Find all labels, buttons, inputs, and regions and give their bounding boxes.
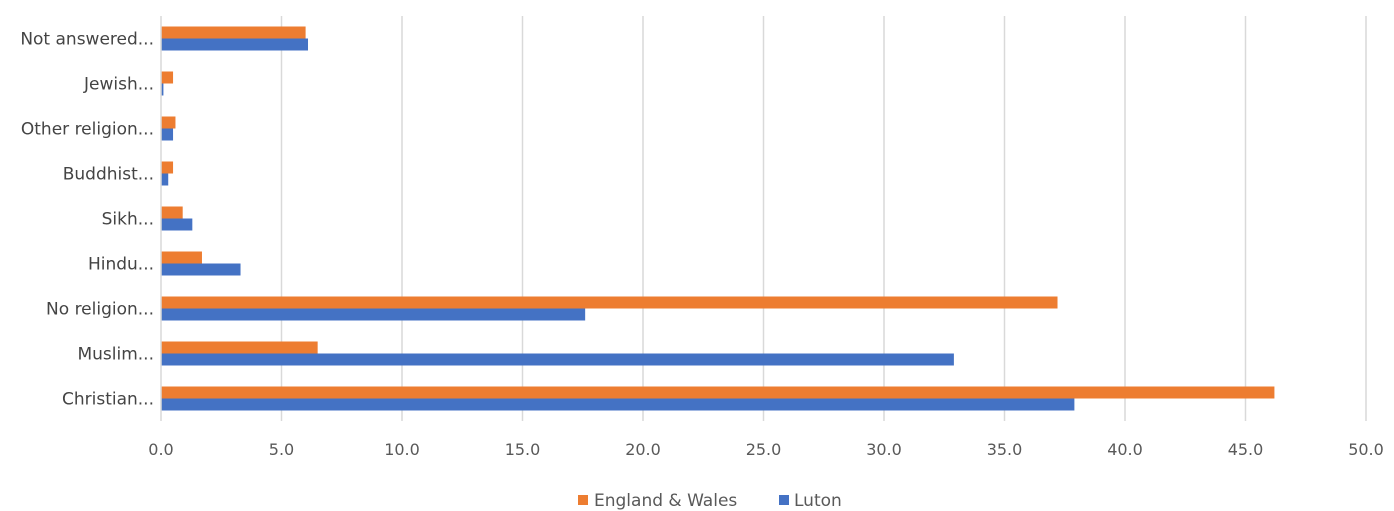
category-label: Christian...	[62, 390, 154, 410]
x-tick-label: 25.0	[746, 440, 782, 459]
legend-swatch	[779, 495, 789, 505]
bar-england-wales	[161, 116, 176, 129]
axes: 0.0 5.0 10.0 15.0 20.0 25.0 30.0 35.0 40.0 45.0 50…	[20, 16, 1384, 459]
x-tick-label: 35.0	[987, 440, 1023, 459]
legend-label: Luton	[794, 491, 842, 511]
x-tick-label: 45.0	[1228, 440, 1264, 459]
category-label: Hindu...	[88, 255, 154, 275]
x-tick-label: 15.0	[505, 440, 541, 459]
x-tick-label: 5.0	[269, 440, 294, 459]
bar-luton	[161, 38, 309, 51]
legend-swatch	[578, 495, 588, 505]
bar-england-wales	[161, 26, 306, 39]
bar-england-wales	[161, 206, 183, 219]
bar-luton	[161, 218, 193, 231]
category-label: Not answered...	[20, 30, 154, 50]
bar-england-wales	[161, 341, 318, 354]
x-tick-label: 20.0	[625, 440, 661, 459]
bars	[161, 26, 1275, 411]
bar-luton	[161, 128, 174, 141]
bar-luton	[161, 353, 954, 366]
bar-england-wales	[161, 386, 1275, 399]
x-tick-label: 40.0	[1107, 440, 1143, 459]
bar-luton	[161, 173, 169, 186]
category-label: No religion...	[46, 300, 154, 320]
category-label: Buddhist...	[63, 165, 154, 185]
bar-england-wales	[161, 296, 1058, 309]
legend: England & Wales Luton	[578, 491, 842, 511]
category-label: Other religion...	[21, 120, 154, 140]
legend-label: England & Wales	[594, 491, 737, 511]
x-tick-label: 0.0	[148, 440, 173, 459]
bar-england-wales	[161, 251, 202, 264]
bar-luton	[161, 308, 586, 321]
category-label: Sikh...	[102, 210, 154, 230]
bar-england-wales	[161, 161, 174, 174]
category-label: Muslim...	[77, 345, 154, 365]
bar-luton	[161, 263, 241, 276]
x-tick-label: 50.0	[1348, 440, 1384, 459]
category-label: Jewish...	[83, 75, 154, 95]
bar-luton	[161, 398, 1075, 411]
bar-england-wales	[161, 71, 174, 84]
x-tick-label: 30.0	[866, 440, 902, 459]
x-tick-label: 10.0	[384, 440, 420, 459]
bar-luton	[161, 83, 164, 96]
gridlines	[280, 16, 1367, 421]
